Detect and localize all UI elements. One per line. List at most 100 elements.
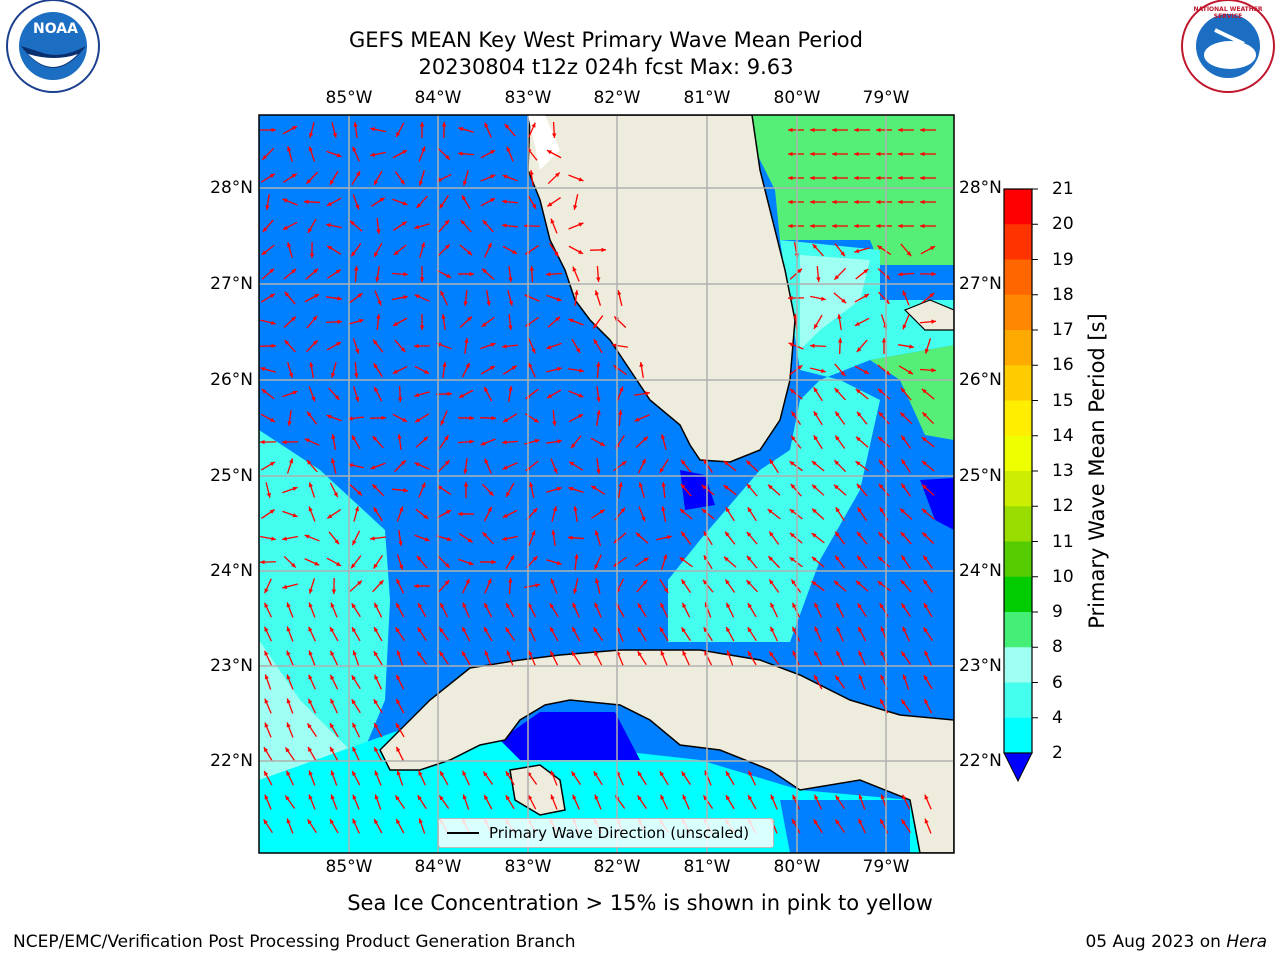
wave-arrow-head [814, 794, 819, 800]
lat-label-right-23n: 23°N [959, 656, 1002, 676]
wave-arrow-head [309, 253, 315, 258]
wave-arrow-head [458, 151, 463, 156]
wave-arrow-head [468, 561, 474, 566]
legend-label: Primary Wave Direction (unscaled) [489, 824, 750, 842]
wave-arrow-head [490, 150, 496, 155]
wave-arrow-head [489, 365, 495, 371]
footer-date-text: 05 Aug 2023 on [1085, 932, 1227, 952]
wave-arrow-head [291, 316, 296, 322]
wave-arrow-head [444, 435, 449, 441]
wave-arrow-head [797, 268, 802, 274]
wave-arrow-head [769, 651, 774, 657]
lat-label-left-22n: 22°N [210, 751, 253, 771]
wave-arrow-head [900, 412, 905, 418]
wave-arrow-head [555, 316, 561, 322]
wave-arrow-head [681, 627, 686, 633]
wave-arrow-head [402, 417, 408, 422]
wave-arrow-head [923, 555, 928, 561]
wave-arrow-head [354, 373, 359, 378]
wave-arrow-head [898, 151, 903, 157]
wave-arrow-head [552, 421, 557, 426]
wave-arrow-head [481, 322, 487, 327]
wave-arrow-head [876, 127, 881, 133]
wave-arrow-head [857, 555, 862, 561]
wave-arrow-head [378, 580, 384, 585]
wave-arrow-head [348, 416, 353, 421]
wave-arrow-head [260, 366, 266, 372]
wave-arrow-head [770, 794, 775, 800]
wave-arrow-head [327, 245, 333, 251]
wave-arrow-head [701, 508, 707, 514]
wave-arrow-head [574, 554, 579, 559]
wave-arrow-head [286, 146, 292, 152]
wave-arrow-head [292, 390, 298, 395]
colorbar-segment [1004, 576, 1032, 613]
wave-arrow-head [286, 602, 291, 608]
wave-arrow-head [467, 538, 473, 543]
map-frame [258, 114, 955, 854]
wave-arrow-head [568, 535, 573, 540]
wave-arrow-head [264, 602, 269, 608]
wave-arrow-head [660, 650, 665, 656]
wave-arrow-head [659, 771, 665, 777]
wave-arrow-head [352, 794, 357, 800]
wave-arrow-head [502, 199, 507, 204]
wave-arrow-head [444, 460, 450, 466]
colorbar-segment [1004, 647, 1032, 683]
wave-arrow-head [833, 484, 839, 490]
wave-arrow-head [467, 316, 472, 322]
colorbar-segment [1004, 400, 1032, 437]
wave-arrow-head [488, 491, 494, 496]
wave-arrow-head [621, 461, 627, 466]
wave-arrow-head [857, 603, 862, 609]
nws-logo-text: NATIONAL WEATHER SERVICE [1193, 6, 1263, 20]
wave-arrow-head [399, 564, 404, 570]
wave-arrow-head [901, 651, 906, 657]
wave-arrow-head [269, 268, 274, 274]
wave-arrow-head [502, 465, 508, 470]
wave-arrow-head [286, 626, 291, 632]
colorbar-tick-label: 19 [1052, 249, 1074, 270]
wave-arrow-head [399, 506, 404, 512]
wave-arrow-head [463, 301, 468, 306]
wave-arrow-head [569, 461, 575, 466]
wave-arrow-head [659, 467, 665, 473]
wave-arrow-head [924, 698, 929, 704]
colorbar-tick-label: 6 [1052, 672, 1063, 693]
wave-arrow-head [376, 229, 381, 234]
wave-arrow-head [832, 223, 837, 229]
wave-arrow-head [726, 650, 731, 656]
lon-label-top-83w: 83°W [504, 88, 552, 108]
wave-arrow-head [532, 508, 538, 513]
wave-arrow-head [617, 290, 622, 296]
chart-subtitle: 20230804 t12z 024h fcst Max: 9.63 [418, 55, 794, 79]
map-canvas [259, 115, 954, 853]
wave-arrow-head [723, 556, 729, 562]
wave-arrow-head [725, 771, 731, 777]
lat-label-left-27n: 27°N [210, 274, 253, 294]
wave-arrow-head [596, 397, 601, 402]
wave-arrow-head [329, 179, 335, 185]
wave-arrow-head [620, 507, 626, 513]
colorbar-tick-label: 20 [1052, 214, 1074, 235]
wave-arrow-head [833, 580, 839, 586]
wave-arrow-head [659, 627, 665, 633]
wave-arrow-head [335, 342, 341, 347]
wave-arrow-head [878, 411, 884, 417]
wave-arrow-head [304, 438, 310, 443]
wave-arrow-head [556, 367, 562, 372]
wave-arrow-head [491, 415, 496, 421]
wave-arrow-head [376, 314, 381, 319]
wave-arrow-head [813, 819, 818, 825]
wave-arrow-head [594, 794, 599, 800]
wave-arrow-head [645, 391, 650, 396]
wave-arrow-head [528, 362, 533, 368]
wave-arrow-head [902, 674, 907, 680]
wave-arrow-head [418, 770, 423, 776]
darkblue-patch-cuba [500, 712, 640, 760]
wave-arrow-head [396, 698, 401, 704]
wave-arrow-head [308, 227, 313, 233]
wave-arrow-head [264, 770, 269, 776]
wave-arrow-head [663, 587, 669, 593]
noaa-logo-text: NOAA [33, 21, 78, 37]
